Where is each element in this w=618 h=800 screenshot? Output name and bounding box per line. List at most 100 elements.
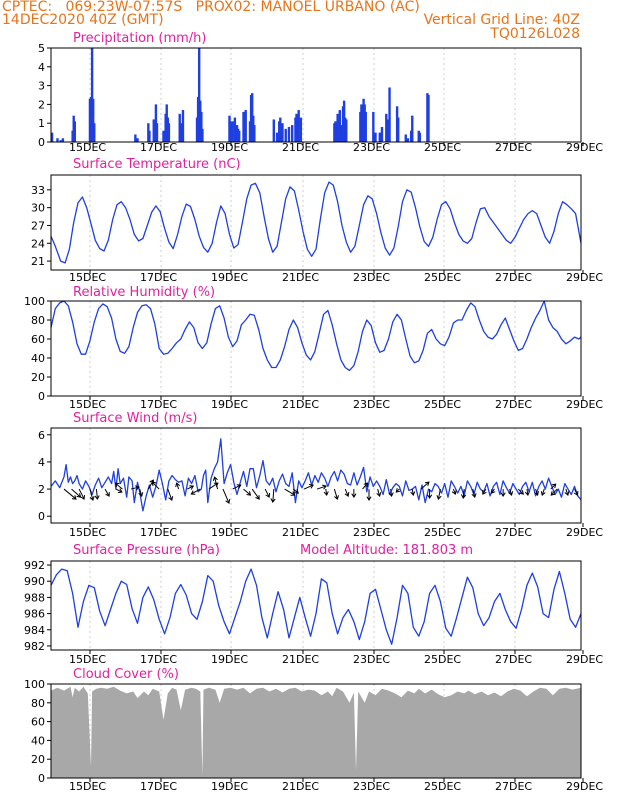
wind-vector-head [460,494,467,500]
wind-vector-head [482,490,487,495]
humidity-xtick-label: 29DEC [566,398,603,411]
cloud-frame [50,683,582,779]
wind-vector-head [323,491,329,497]
wind-vector [89,488,94,501]
wind-vector-head [138,492,144,498]
temp-xtick-label: 21DEC [282,271,319,284]
precip-bar [411,115,414,142]
precip-bar [378,132,382,142]
precip-bar [167,123,171,142]
wind-ytick-label: 6 [38,429,45,442]
precip-xtick-label: 27DEC [495,141,532,154]
wind-vector [437,488,441,500]
cloud-title: Cloud Cover (%) [73,667,179,682]
wind-vector [272,489,275,503]
cloud-xtick-label: 27DEC [495,780,532,793]
header-grid-note: Vertical Grid Line: 40Z [423,12,580,28]
wind-ytick-label: 2 [38,483,45,496]
humidity-xtick-label: 19DEC [211,398,248,411]
wind-vector [526,488,529,496]
pressure-series-line [50,568,582,645]
pressure-ytick-label: 986 [24,608,45,621]
temp-xtick-label: 23DEC [353,271,390,284]
wind-vector-head [322,484,327,490]
wind-vector [130,486,140,490]
precip-bar [179,123,182,142]
precip-xtick-label: 17DEC [140,141,177,154]
wind-vector [565,488,569,496]
precip-bar [287,126,291,142]
wind-vector-head [246,491,252,496]
wind-vector [574,488,578,496]
wind-vector-head [105,492,110,497]
wind-vector-head [290,491,296,496]
wind-vector [95,489,98,500]
wind-vector [362,482,368,490]
precip-bar [56,138,59,142]
precip-bar [295,113,298,142]
precip-ytick-label: 2 [38,98,45,111]
cloud-xtick-label: 21DEC [282,780,319,793]
cloud-xtick-label: 19DEC [211,780,248,793]
wind-vector [78,488,85,500]
temp-xtick-label: 25DEC [424,271,461,284]
wind-vector-head [89,496,95,502]
wind-vector [333,488,338,500]
precip-bar [50,132,54,142]
pressure-xtick-label: 23DEC [353,653,390,666]
pressure-ytick-label: 988 [24,591,45,604]
wind-vector-head [190,490,196,495]
precip-ytick-label: 0 [38,136,45,149]
precip-bar [406,138,410,142]
wind-vector [325,488,328,496]
wind-vector [251,488,260,500]
humidity-xtick-label: 27DEC [495,398,532,411]
cloud-area [51,686,581,778]
precip-bar [200,111,203,142]
precip-bar [73,121,76,142]
precip-bar [364,111,367,142]
wind-vector [222,488,230,504]
wind-vector-head [189,485,195,490]
wind-vector-head [540,491,546,497]
cloud-xtick-label: 23DEC [353,780,390,793]
precip-bar [91,98,95,142]
wind-vector [232,484,241,490]
wind-vector-head [212,476,218,482]
precip-ytick-label: 5 [38,42,45,55]
temp-series-line [50,181,582,264]
precip-bar [162,130,165,142]
wind-vector-head [500,492,506,498]
precip-ytick-label: 3 [38,80,45,93]
temp-ytick-label: 30 [31,202,45,215]
precip-bar [297,110,300,142]
wind-vector-head [76,493,82,498]
wind-vector-head [236,484,242,489]
wind-xtick-label: 29DEC [566,526,603,539]
wind-vector-head [71,495,77,500]
wind-vector-head [550,491,556,496]
wind-vector-head [80,495,85,500]
precip-bar [197,48,201,142]
wind-vector [71,488,81,498]
wind-vector-head [376,492,382,498]
precip-bar [334,121,337,142]
wind-vector [377,488,381,497]
wind-title: Surface Wind (m/s) [73,411,197,426]
wind-xtick-label: 23DEC [353,526,390,539]
precip-title: Precipitation (mm/h) [73,31,206,46]
wind-vector [550,483,557,490]
wind-vector-head [309,484,314,489]
wind-vector [191,488,201,495]
precip-bar [385,113,388,142]
wind-vector-head [135,485,140,491]
wind-vector [243,488,251,496]
cloud-ytick-label: 60 [31,716,45,729]
wind-vector-head [551,483,557,489]
precip-bar [134,134,137,142]
precip-bar [299,117,303,142]
pressure-ytick-label: 982 [24,640,45,653]
precip-bar [388,87,391,142]
wind-vector [115,488,123,493]
wind-vector [550,488,558,496]
